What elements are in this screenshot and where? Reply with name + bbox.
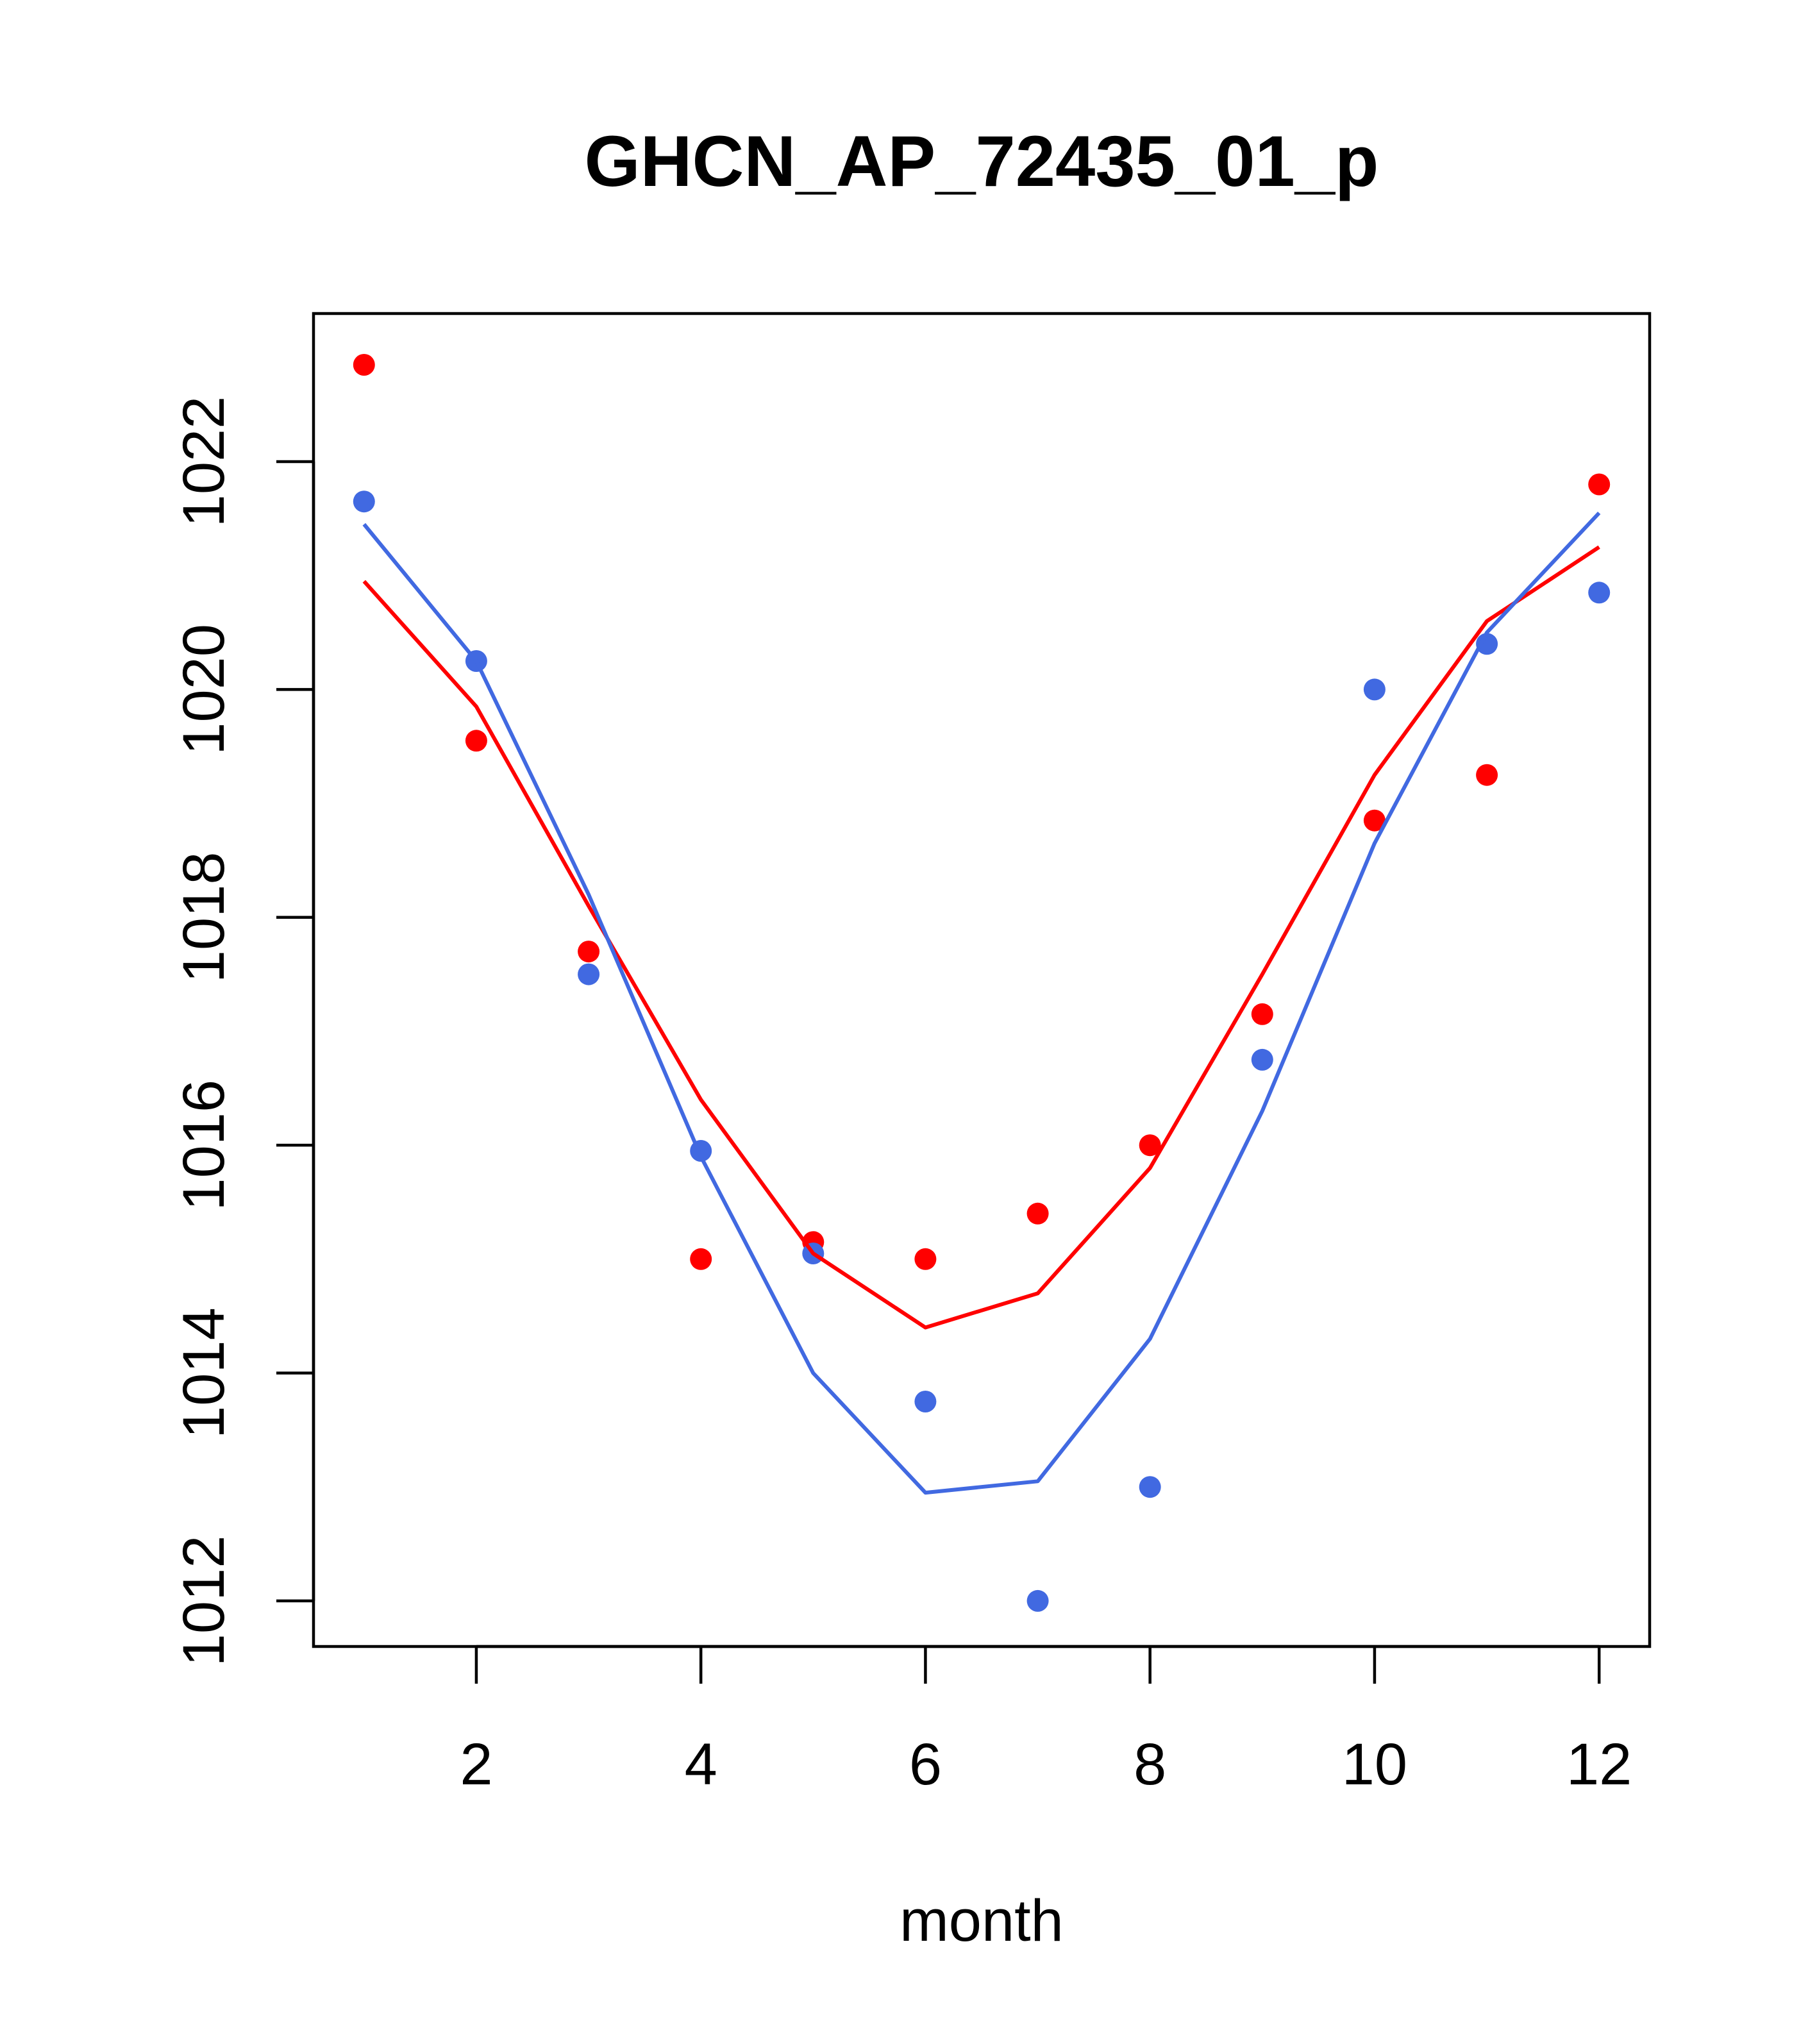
red-points-point-7 [1026, 1202, 1049, 1225]
y-tick-label-1020: 1020 [171, 624, 237, 755]
red-points-point-9 [1251, 1003, 1273, 1025]
red-points-point-6 [914, 1248, 937, 1270]
y-tick-label-1012: 1012 [171, 1536, 237, 1667]
blue-points-point-9 [1251, 1048, 1273, 1071]
red-fit-line [362, 545, 1600, 1330]
x-tick-label-10: 10 [1342, 1732, 1407, 1797]
x-tick-label-12: 12 [1566, 1732, 1632, 1797]
blue-points-point-12 [1588, 582, 1611, 604]
y-tick-label-1014: 1014 [171, 1307, 237, 1439]
red-points-point-2 [465, 730, 487, 752]
red-points-point-4 [690, 1248, 712, 1270]
x-tick-label-4: 4 [685, 1732, 717, 1797]
blue-fit-line [362, 511, 1601, 1495]
blue-points-point-1 [353, 490, 375, 513]
red-points-point-1 [353, 354, 375, 376]
x-tick-label-2: 2 [460, 1732, 492, 1797]
blue-points-point-3 [578, 963, 600, 985]
red-points-point-10 [1363, 809, 1386, 832]
y-tick-label-1016: 1016 [171, 1080, 237, 1211]
y-tick-label-1018: 1018 [171, 851, 237, 983]
x-axis-label: month [900, 1888, 1064, 1954]
x-tick-label-8: 8 [1134, 1732, 1166, 1797]
y-tick-label-1022: 1022 [171, 396, 237, 528]
blue-points-point-8 [1139, 1476, 1161, 1498]
x-axis: 2 4 6 8 10 12 [460, 1645, 1632, 1797]
blue-points-point-10 [1363, 678, 1386, 701]
x-tick-label-6: 6 [909, 1732, 942, 1797]
blue-points-point-11 [1476, 633, 1498, 655]
y-axis: 1012 1014 1016 1018 1020 1022 [171, 396, 315, 1667]
red-points-point-12 [1588, 473, 1611, 496]
blue-points-point-6 [914, 1391, 937, 1412]
red-points-point-3 [578, 941, 600, 963]
plot-frame [312, 312, 1652, 1648]
chart-title: GHCN_AP_72435_01_p [585, 121, 1379, 201]
red-points-point-8 [1139, 1134, 1161, 1157]
series-layer [353, 354, 1611, 1612]
blue-points-point-7 [1026, 1589, 1049, 1612]
red-points-point-11 [1476, 764, 1498, 786]
